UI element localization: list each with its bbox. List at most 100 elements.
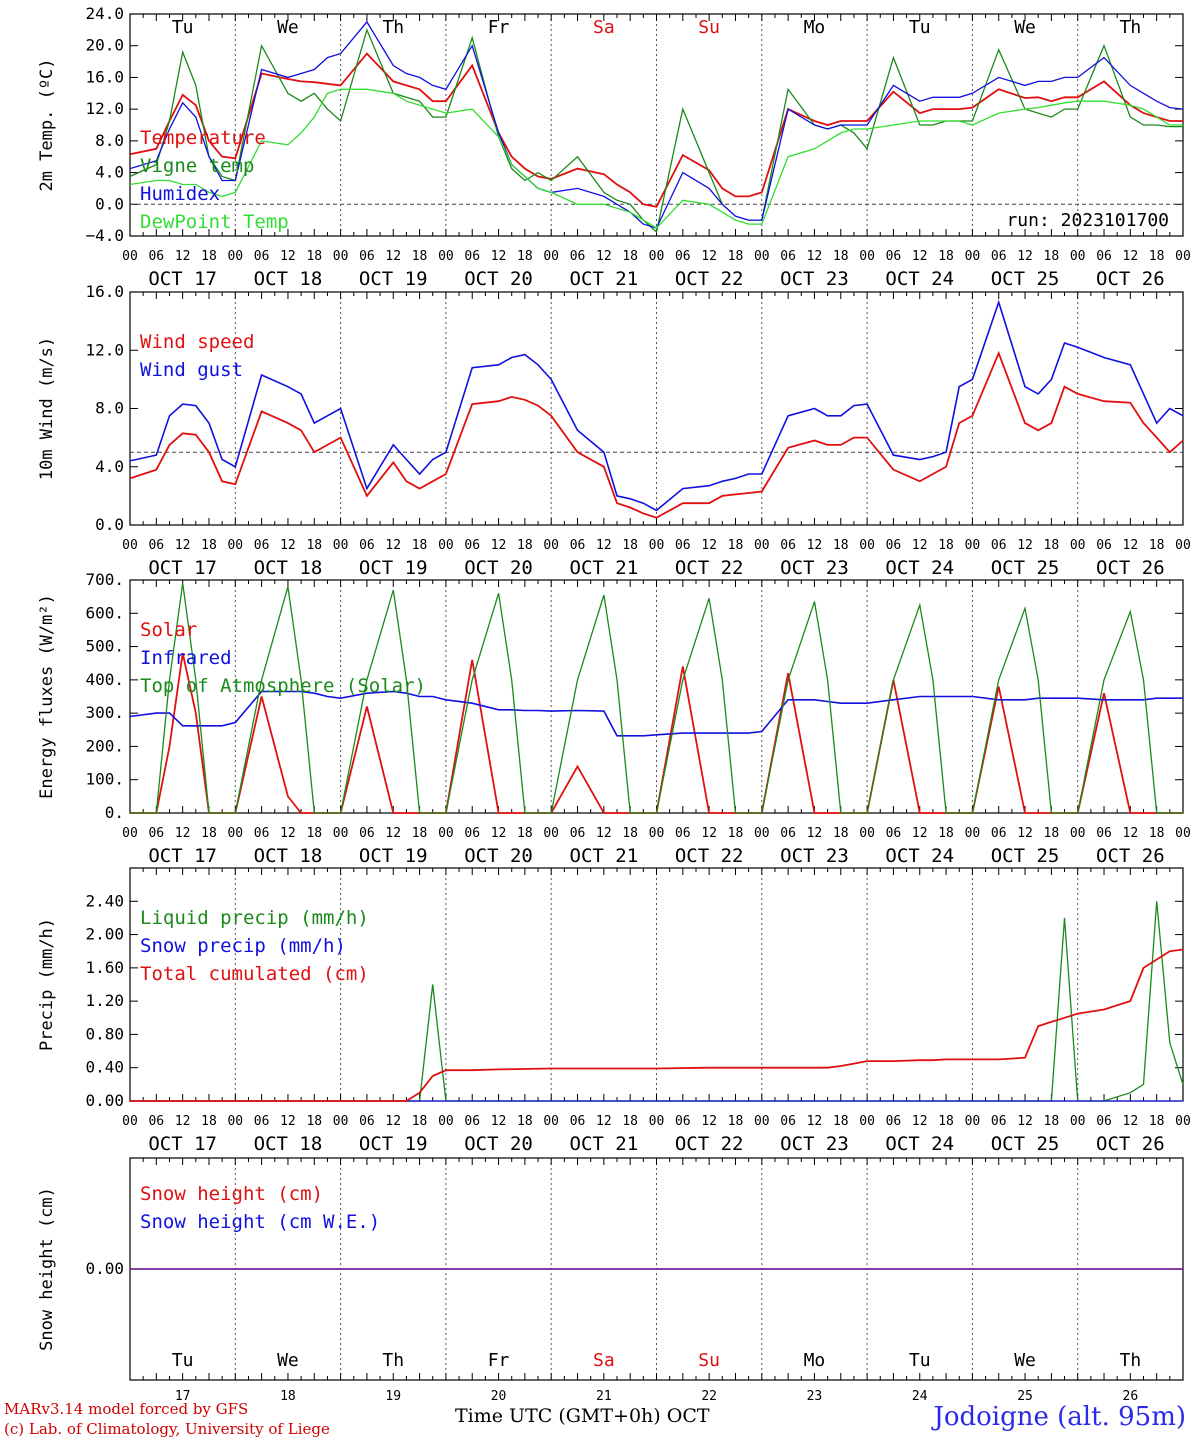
day-number-label: 21 xyxy=(596,1389,612,1404)
energy-date-label: OCT 25 xyxy=(991,845,1060,867)
wind-hour-label: 18 xyxy=(1149,538,1165,553)
energy-hour-label: 00 xyxy=(1175,826,1191,841)
snow-legend-entry: Snow height (cm W.E.) xyxy=(140,1211,380,1233)
wind-hour-label: 12 xyxy=(912,538,928,553)
temp-y-tick-label: 0.0 xyxy=(95,194,124,213)
wind-hour-label: 18 xyxy=(306,538,322,553)
temp-date-label: OCT 18 xyxy=(254,268,323,290)
energy-hour-label: 18 xyxy=(1044,826,1060,841)
precip-hour-label: 12 xyxy=(491,1114,507,1129)
temp-hour-label: 06 xyxy=(675,249,691,264)
wind-date-label: OCT 20 xyxy=(464,557,533,579)
day-of-week-label: We xyxy=(1014,17,1036,38)
energy-hour-label: 18 xyxy=(728,826,744,841)
wind-hour-label: 00 xyxy=(227,538,243,553)
temp-series-line xyxy=(129,52,1183,208)
energy-hour-label: 18 xyxy=(201,826,217,841)
temp-hour-label: 06 xyxy=(148,249,164,264)
temp-legend-entry: Humidex xyxy=(140,183,220,205)
energy-date-label: OCT 19 xyxy=(359,845,428,867)
temp-hour-label: 00 xyxy=(1070,249,1086,264)
wind-hour-label: 18 xyxy=(517,538,533,553)
temp-hour-label: 00 xyxy=(543,249,559,264)
temp-hour-label: 12 xyxy=(385,249,401,264)
energy-hour-label: 12 xyxy=(912,826,928,841)
precip-hour-label: 00 xyxy=(1070,1114,1086,1129)
day-of-week-label: Su xyxy=(698,17,720,38)
wind-hour-label: 18 xyxy=(1044,538,1060,553)
precip-y-tick-label: 0.80 xyxy=(85,1024,124,1043)
temp-run-annotation: run: 2023101700 xyxy=(1006,210,1169,231)
wind-series-line xyxy=(129,350,1184,519)
precip-hour-label: 06 xyxy=(464,1114,480,1129)
energy-date-label: OCT 17 xyxy=(148,845,217,867)
energy-legend-entry: Solar xyxy=(140,619,197,641)
energy-hour-label: 00 xyxy=(543,826,559,841)
temp-hour-label: 06 xyxy=(359,249,375,264)
temp-y-tick-label: 20.0 xyxy=(85,36,124,55)
wind-hour-label: 00 xyxy=(754,538,770,553)
precip-hour-label: 00 xyxy=(859,1114,875,1129)
wind-hour-label: 00 xyxy=(859,538,875,553)
precip-y-tick-label: 1.20 xyxy=(85,991,124,1010)
temp-hour-label: 00 xyxy=(438,249,454,264)
wind-hour-label: 00 xyxy=(333,538,349,553)
precip-hour-label: 18 xyxy=(1044,1114,1060,1129)
precip-hour-label: 06 xyxy=(991,1114,1007,1129)
temp-hour-label: 00 xyxy=(965,249,981,264)
temp-hour-label: 18 xyxy=(622,249,638,264)
wind-hour-label: 12 xyxy=(701,538,717,553)
energy-ylabel: Energy fluxes (W/m²) xyxy=(37,594,57,799)
day-of-week-label: Th xyxy=(382,17,404,38)
energy-y-tick-label: 600. xyxy=(85,603,124,622)
energy-hour-label: 06 xyxy=(359,826,375,841)
energy-y-tick-label: 200. xyxy=(85,736,124,755)
wind-legend-entry: Wind speed xyxy=(140,331,254,353)
energy-legend-entry: Top of Atmosphere (Solar) xyxy=(140,675,426,697)
temp-hour-label: 12 xyxy=(175,249,191,264)
energy-date-label: OCT 26 xyxy=(1096,845,1165,867)
wind-hour-label: 06 xyxy=(570,538,586,553)
temp-hour-label: 06 xyxy=(254,249,270,264)
temp-hour-label: 06 xyxy=(1096,249,1112,264)
precip-hour-label: 18 xyxy=(306,1114,322,1129)
wind-date-label: OCT 24 xyxy=(885,557,954,579)
wind-hour-label: 18 xyxy=(201,538,217,553)
temp-hour-label: 06 xyxy=(570,249,586,264)
energy-hour-label: 06 xyxy=(464,826,480,841)
temp-hour-label: 12 xyxy=(1017,249,1033,264)
temp-y-tick-label: 12.0 xyxy=(85,99,124,118)
precip-legend-entry: Liquid precip (mm/h) xyxy=(140,907,369,929)
day-of-week-label: Su xyxy=(698,1350,720,1371)
precip-hour-label: 00 xyxy=(543,1114,559,1129)
station-name: Jodoigne (alt. 95m) xyxy=(933,1402,1186,1432)
precip-hour-label: 18 xyxy=(833,1114,849,1129)
temp-hour-label: 12 xyxy=(596,249,612,264)
precip-y-tick-label: 1.60 xyxy=(85,958,124,977)
precip-date-label: OCT 21 xyxy=(570,1133,639,1155)
day-number-label: 25 xyxy=(1017,1389,1033,1404)
precip-hour-label: 06 xyxy=(359,1114,375,1129)
energy-hour-label: 12 xyxy=(280,826,296,841)
wind-hour-label: 06 xyxy=(886,538,902,553)
temp-hour-label: 12 xyxy=(912,249,928,264)
day-number-label: 26 xyxy=(1123,1389,1139,1404)
wind-hour-label: 18 xyxy=(728,538,744,553)
snow-ylabel: Snow height (cm) xyxy=(37,1187,57,1351)
precip-date-label: OCT 26 xyxy=(1096,1133,1165,1155)
precip-date-label: OCT 22 xyxy=(675,1133,744,1155)
precip-date-label: OCT 23 xyxy=(780,1133,849,1155)
temp-hour-label: 06 xyxy=(780,249,796,264)
temp-date-label: OCT 24 xyxy=(885,268,954,290)
day-of-week-label: Th xyxy=(1120,1350,1142,1371)
precip-hour-label: 12 xyxy=(1017,1114,1033,1129)
temp-hour-label: 00 xyxy=(859,249,875,264)
precip-hour-label: 00 xyxy=(649,1114,665,1129)
energy-hour-label: 00 xyxy=(438,826,454,841)
energy-hour-label: 06 xyxy=(780,826,796,841)
day-number-label: 19 xyxy=(385,1389,401,1404)
wind-date-label: OCT 21 xyxy=(570,557,639,579)
energy-date-label: OCT 24 xyxy=(885,845,954,867)
wind-hour-label: 12 xyxy=(1123,538,1139,553)
temp-date-label: OCT 21 xyxy=(570,268,639,290)
